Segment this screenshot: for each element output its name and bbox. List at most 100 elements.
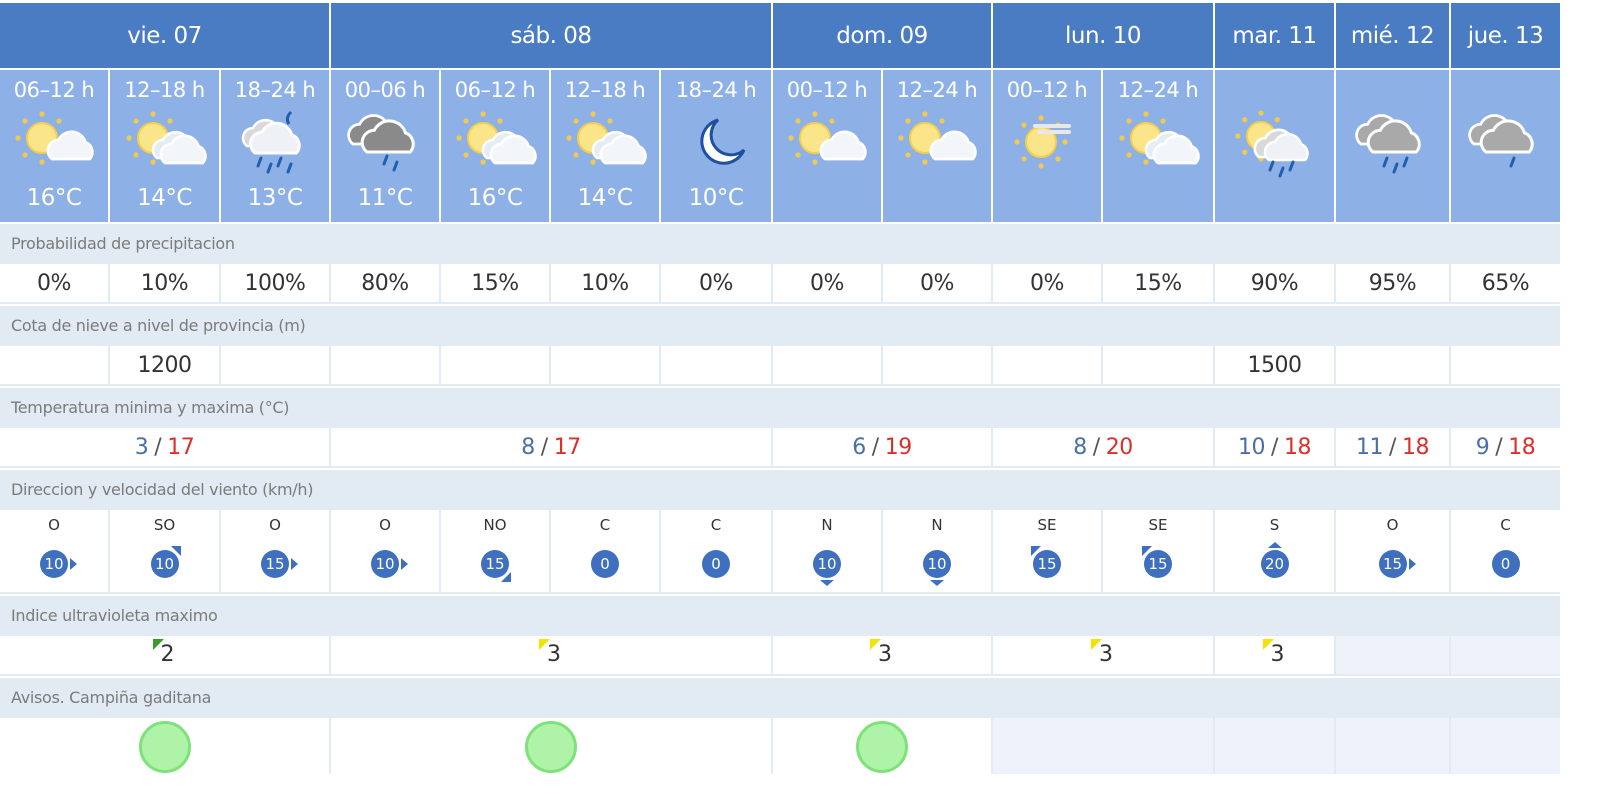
aviso-green-icon[interactable] <box>138 721 191 773</box>
wind-cell: O 10 <box>0 510 108 592</box>
avisos-label: Avisos. Campiña gaditana <box>0 678 1560 718</box>
weather-sun-rain-icon <box>1233 108 1317 178</box>
period-temp: 16°C <box>467 185 523 211</box>
temp-max: 19 <box>884 434 913 460</box>
uv-flag-icon <box>539 639 550 650</box>
period-cell: 18–24 h 10°C <box>661 70 771 222</box>
precip-value: 15% <box>441 264 549 302</box>
period-temp: 14°C <box>577 185 633 211</box>
period-temp: 11°C <box>357 185 413 211</box>
wind-speed: 10 <box>813 550 841 578</box>
wind-direction: N <box>931 516 943 534</box>
wind-cell: O 10 <box>331 510 439 592</box>
weather-sun-clouds-icon <box>563 108 647 178</box>
uv-value: 3 <box>1099 642 1113 667</box>
wind-direction: SE <box>1037 516 1057 534</box>
separator: / <box>540 434 548 460</box>
snow-value <box>221 346 329 384</box>
weather-sun-cloud-icon <box>895 108 979 178</box>
temp-max: 20 <box>1105 434 1134 460</box>
day-header: mar. 11 <box>1215 3 1334 68</box>
wind-arrow-icon <box>70 558 77 570</box>
period-time: 00–12 h <box>786 78 868 102</box>
snow-value <box>883 346 991 384</box>
period-time: 00–06 h <box>344 78 426 102</box>
period-time: 06–12 h <box>13 78 95 102</box>
wind-speed: 0 <box>591 550 619 578</box>
wind-cell: SE 15 <box>993 510 1101 592</box>
wind-cell: SE 15 <box>1103 510 1213 592</box>
temp-minmax-cell: 10/18 <box>1215 428 1334 466</box>
aviso-green-icon[interactable] <box>856 721 908 773</box>
precip-row: 0% 10% 100% 80% 15% 10% 0% 0% 0% 0% 15% 90% 95% 65% <box>0 264 1560 304</box>
precip-value: 0% <box>0 264 108 302</box>
wind-arrow-icon <box>501 572 511 582</box>
wind-speed: 10 <box>923 550 951 578</box>
aviso-cell <box>0 718 329 774</box>
precip-value: 65% <box>1451 264 1560 302</box>
wind-label: Direccion y velocidad del viento (km/h) <box>0 470 1560 510</box>
snow-row: 1200 1500 <box>0 346 1560 386</box>
temp-label: Temperatura minima y maxima (°C) <box>0 388 1560 428</box>
uv-cell <box>1451 636 1560 674</box>
separator: / <box>1092 434 1100 460</box>
temp-minmax-cell: 3/17 <box>0 428 329 466</box>
snow-value <box>0 346 108 384</box>
precip-value: 80% <box>331 264 439 302</box>
wind-direction: SO <box>153 516 176 534</box>
wind-cell: O 15 <box>221 510 329 592</box>
aviso-cell <box>1336 718 1449 774</box>
period-cell: 00–06 h 11°C <box>331 70 439 222</box>
period-time: 18–24 h <box>234 78 316 102</box>
period-cell <box>1215 70 1334 222</box>
period-cell: 06–12 h 16°C <box>441 70 549 222</box>
wind-direction: C <box>599 516 611 534</box>
day-header: vie. 07 <box>0 3 329 68</box>
uv-cell: 2 <box>0 636 329 674</box>
separator: / <box>1389 434 1396 460</box>
period-time: 06–12 h <box>454 78 536 102</box>
wind-speed: 0 <box>1491 550 1520 578</box>
uv-cell <box>1336 636 1449 674</box>
period-cell: 06–12 h 16°C <box>0 70 108 222</box>
wind-arrow-icon <box>820 580 834 586</box>
aviso-cell <box>773 718 991 774</box>
wind-arrow-icon <box>1267 542 1282 548</box>
uv-flag-icon <box>870 639 881 650</box>
precip-value: 0% <box>661 264 771 302</box>
uv-flag-icon <box>1262 639 1274 650</box>
period-cell: 12–18 h 14°C <box>551 70 659 222</box>
wind-direction: N <box>821 516 833 534</box>
period-row: 06–12 h 16°C 12–18 h 14°C 18–24 h 13°C 00–06 h… <box>0 68 1560 222</box>
wind-cell: O 15 <box>1336 510 1449 592</box>
period-time: 12–18 h <box>124 78 205 102</box>
precip-value: 10% <box>551 264 659 302</box>
precip-value: 0% <box>773 264 881 302</box>
aviso-green-icon[interactable] <box>525 721 577 773</box>
weather-sun-clouds-icon <box>123 108 207 178</box>
precip-value: 10% <box>110 264 219 302</box>
aviso-cell <box>331 718 771 774</box>
temp-min: 11 <box>1356 434 1384 460</box>
period-time: 18–24 h <box>675 78 757 102</box>
wind-arrow-icon <box>1142 546 1152 556</box>
weather-sun-clouds-icon <box>1116 108 1200 178</box>
uv-label: Indice ultravioleta maximo <box>0 596 1560 636</box>
wind-speed: 0 <box>702 550 730 578</box>
wind-arrow-icon <box>930 580 944 586</box>
uv-cell: 3 <box>773 636 991 674</box>
precip-value: 15% <box>1103 264 1213 302</box>
wind-direction: NO <box>483 516 507 534</box>
temp-min: 9 <box>1475 434 1490 460</box>
uv-flag-icon <box>1091 639 1102 650</box>
wind-cell: N 10 <box>883 510 991 592</box>
wind-arrow-icon <box>170 546 181 556</box>
snow-value <box>1336 346 1449 384</box>
snow-value <box>773 346 881 384</box>
wind-arrow-icon <box>1408 558 1416 570</box>
day-header: mié. 12 <box>1336 3 1449 68</box>
uv-flag-icon <box>152 639 164 650</box>
temp-minmax-cell: 9/18 <box>1451 428 1560 466</box>
temp-min: 6 <box>852 434 866 460</box>
